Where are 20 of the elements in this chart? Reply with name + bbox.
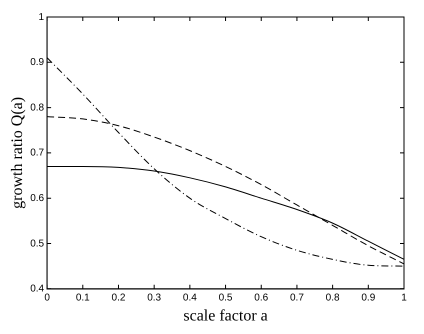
x-tick-label: 0.8	[326, 292, 340, 304]
x-tick-label: 1	[401, 292, 408, 304]
y-tick-label: 0.8	[30, 102, 45, 114]
x-tick-label: 0.9	[361, 292, 376, 304]
y-tick-label: 0.6	[30, 192, 45, 204]
y-tick-label: 1	[38, 12, 45, 23]
x-tick-label: 0.4	[182, 292, 198, 304]
y-tick-label: 0.5	[30, 238, 45, 250]
x-tick-label: 0.3	[147, 292, 162, 304]
x-tick-label: 0.7	[290, 292, 304, 304]
x-tick-label: 0.1	[76, 292, 90, 304]
y-tick-label: 0.4	[30, 284, 45, 295]
x-tick-label: 0.2	[112, 292, 126, 304]
y-tick-label: 0.7	[30, 148, 45, 159]
x-tick-label: 0.6	[254, 292, 269, 304]
x-axis-title: scale factor a	[183, 308, 268, 325]
x-tick-label: 0.5	[218, 292, 233, 304]
y-tick-label: 0.9	[30, 57, 45, 68]
y-axis-title: growth ratio Q(a)	[8, 96, 26, 209]
x-tick-label: 0	[44, 292, 50, 304]
